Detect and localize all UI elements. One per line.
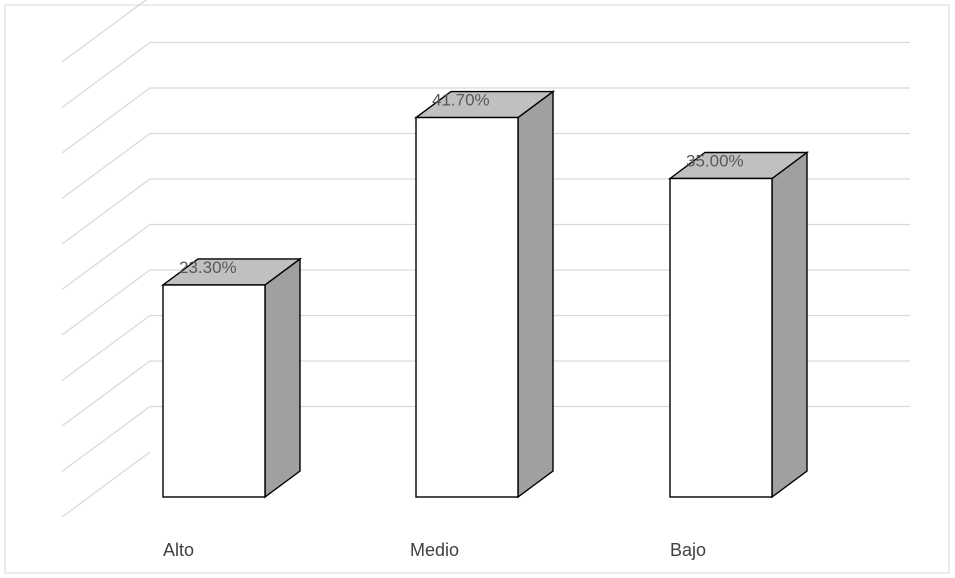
data-label-alto: 23.30% — [179, 258, 237, 277]
gridline-wall — [61, 314, 151, 382]
gridline-wall — [61, 87, 151, 154]
gridline-wall — [61, 132, 151, 200]
bars — [160, 90, 810, 499]
gridline-wall — [61, 405, 151, 473]
gridline-wall — [61, 360, 151, 427]
bar-side-medio — [517, 90, 554, 499]
gridline-wall — [61, 178, 151, 245]
data-label-medio: 41.70% — [432, 91, 490, 110]
bar-side-bajo — [771, 151, 808, 499]
gridline-wall — [61, 0, 148, 63]
gridline-wall — [61, 223, 151, 291]
bar-side-alto — [264, 257, 301, 499]
bar-alto — [162, 284, 266, 498]
data-label-bajo: 35.00% — [686, 152, 744, 171]
data-labels: 23.30% 41.70% 35.00% — [179, 91, 744, 277]
bar-bajo — [669, 177, 773, 498]
gridline-wall — [61, 269, 151, 336]
gridline-wall — [61, 41, 151, 109]
category-label-alto: Alto — [163, 540, 194, 560]
bar-medio — [415, 116, 519, 498]
gridline-wall — [61, 451, 151, 518]
category-label-medio: Medio — [410, 540, 459, 560]
category-labels: Alto Medio Bajo — [163, 540, 706, 560]
category-label-bajo: Bajo — [670, 540, 706, 560]
